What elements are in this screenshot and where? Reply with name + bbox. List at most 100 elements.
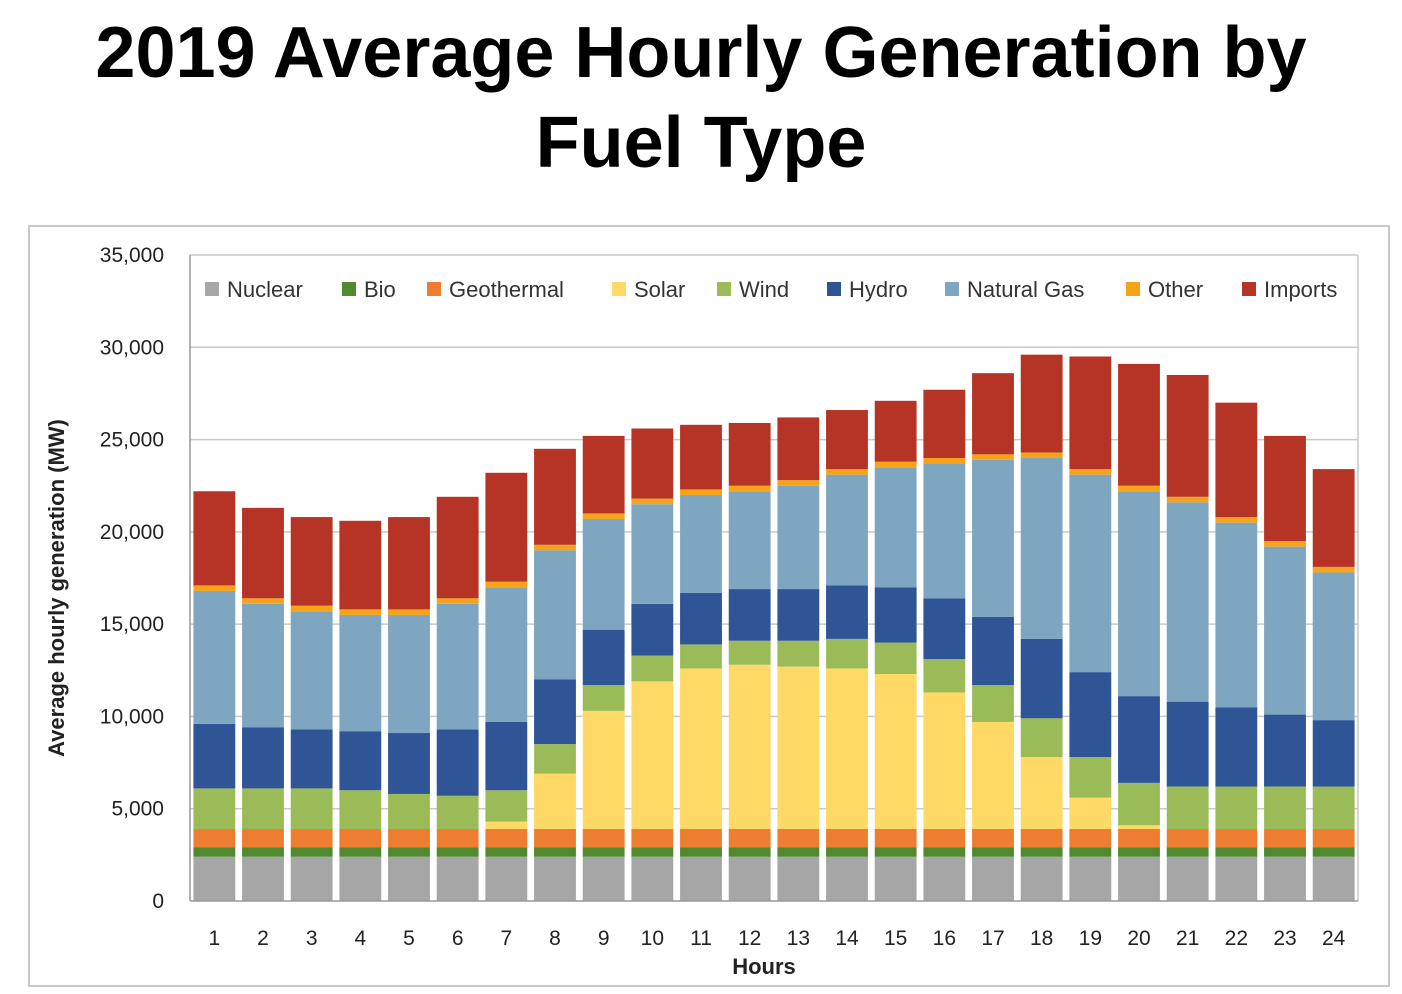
bar-segment-hydro	[1312, 720, 1355, 787]
bar-segment-natural-gas	[1118, 491, 1160, 697]
bar-segment-hydro	[388, 733, 430, 794]
legend-label: Natural Gas	[967, 277, 1084, 302]
x-tick-label: 20	[1127, 927, 1150, 950]
y-tick-label: 0	[152, 890, 164, 913]
bar-segment-bio	[826, 847, 868, 857]
bar-segment-imports	[534, 448, 576, 545]
legend: Nuclear Bio Geothermal Solar Wind Hydro Natura…	[196, 272, 1350, 308]
bar-segment-wind	[485, 790, 528, 822]
bar-segment-other	[534, 544, 576, 551]
bar-segment-natural-gas	[1264, 546, 1306, 715]
bar-segment-nuclear	[631, 856, 674, 901]
bar-segment-other	[1118, 485, 1160, 492]
bar-segment-wind	[290, 788, 333, 830]
bar-segment-wind	[436, 795, 479, 830]
bar-segment-nuclear	[1264, 856, 1306, 901]
legend-label: Solar	[634, 277, 685, 302]
x-tick-label: 12	[738, 927, 761, 950]
x-tick-label: 22	[1225, 927, 1248, 950]
bar-segment-other	[582, 513, 625, 519]
bar-segment-geothermal	[1215, 829, 1258, 848]
bar-segment-bio	[728, 847, 771, 857]
bar-segment-other	[728, 485, 771, 492]
bar-segment-bio	[1166, 847, 1209, 857]
legend-swatch	[1126, 282, 1140, 296]
y-tick-label: 20,000	[100, 521, 164, 544]
bar-segment-solar	[826, 668, 868, 830]
bar-segment-hydro	[582, 629, 625, 686]
bar-segment-nuclear	[1215, 856, 1258, 901]
bar-segment-geothermal	[728, 829, 771, 848]
y-tick-label: 10,000	[100, 705, 164, 728]
bar-segment-geothermal	[193, 829, 236, 848]
y-axis-title: Average hourly generation (MW)	[44, 419, 69, 757]
bar-segment-wind	[1312, 786, 1355, 830]
legend-background	[196, 272, 1350, 308]
x-tick-label: 7	[500, 927, 512, 950]
bars	[193, 354, 1355, 901]
bar-segment-wind	[534, 744, 576, 774]
bar-segment-natural-gas	[631, 504, 674, 604]
y-tick-label: 30,000	[100, 336, 164, 359]
bar-segment-natural-gas	[728, 491, 771, 590]
bar-segment-hydro	[534, 679, 576, 745]
bar-segment-imports	[1020, 354, 1063, 453]
bar-segment-imports	[1118, 363, 1160, 486]
bar-segment-bio	[631, 847, 674, 857]
bar-segment-natural-gas	[290, 611, 333, 730]
x-tick-label: 2	[257, 927, 269, 950]
bar-segment-nuclear	[826, 856, 868, 901]
bar-segment-other	[1166, 496, 1209, 503]
bar-segment-bio	[582, 847, 625, 857]
bar-segment-solar	[972, 721, 1014, 830]
bar-segment-nuclear	[436, 856, 479, 901]
bar-segment-hydro	[1020, 638, 1063, 719]
bar-segment-other	[826, 469, 868, 475]
bar-segment-other	[1215, 517, 1258, 523]
bar-segment-wind	[1264, 786, 1306, 830]
bar-segment-wind	[826, 638, 868, 669]
bar-segment-hydro	[826, 585, 868, 639]
x-tick-label: 9	[598, 927, 610, 950]
bar-segment-nuclear	[728, 856, 771, 901]
bar-segment-geothermal	[290, 829, 333, 848]
bar-segment-natural-gas	[1020, 458, 1063, 639]
bar-segment-nuclear	[923, 856, 966, 901]
bar-segment-other	[242, 598, 284, 604]
bar-segment-natural-gas	[1166, 502, 1209, 702]
bar-segment-other	[1069, 469, 1112, 475]
x-tick-label: 10	[641, 927, 664, 950]
bar-segment-natural-gas	[826, 474, 868, 586]
bar-segment-bio	[923, 847, 966, 857]
bar-segment-other	[290, 605, 333, 612]
bar-segment-imports	[972, 373, 1014, 455]
y-tick-label: 35,000	[100, 244, 164, 267]
bar-segment-geothermal	[1264, 829, 1306, 848]
bar-segment-other	[874, 461, 917, 468]
bar-segment-nuclear	[485, 856, 528, 901]
x-tick-label: 23	[1273, 927, 1296, 950]
bar-segment-solar	[1069, 797, 1112, 830]
bar-segment-solar	[485, 821, 528, 830]
bar-segment-geothermal	[582, 829, 625, 848]
bar-segment-imports	[339, 520, 382, 610]
x-tick-label: 21	[1176, 927, 1199, 950]
bar-segment-solar	[923, 692, 966, 830]
bar-segment-nuclear	[290, 856, 333, 901]
bar-segment-bio	[777, 847, 820, 857]
bar-segment-wind	[339, 790, 382, 830]
bar-segment-imports	[436, 496, 479, 599]
bar-segment-imports	[631, 428, 674, 499]
bar-segment-wind	[1020, 718, 1063, 758]
bar-segment-wind	[680, 644, 722, 669]
bar-segment-hydro	[631, 603, 674, 656]
bar-segment-natural-gas	[680, 494, 722, 593]
bar-segment-nuclear	[1020, 856, 1063, 901]
bar-segment-geothermal	[485, 829, 528, 848]
legend-swatch	[427, 282, 441, 296]
bar-segment-solar	[680, 668, 722, 830]
bar-segment-nuclear	[1118, 856, 1160, 901]
bar-segment-bio	[1118, 847, 1160, 857]
x-tick-label: 6	[452, 927, 464, 950]
bar-segment-wind	[1069, 757, 1112, 798]
